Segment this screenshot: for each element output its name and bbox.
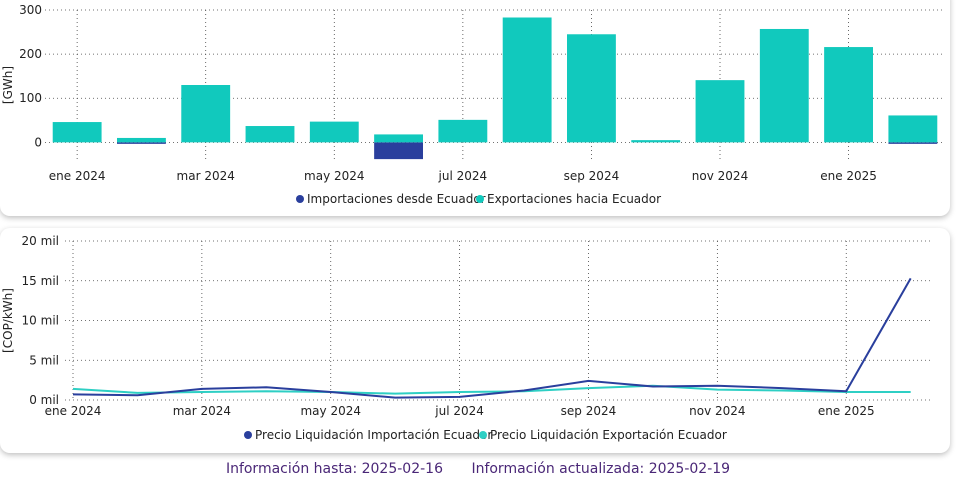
export-bar: [181, 85, 231, 143]
export-bar: [695, 80, 745, 143]
price-x-tick-label: jul 2024: [434, 404, 484, 418]
import-bar: [117, 142, 166, 144]
price-x-tick-label: mar 2024: [173, 404, 231, 418]
export-bar: [824, 47, 873, 143]
legend-import-marker: [296, 195, 304, 203]
export-bar: [631, 140, 681, 143]
price-x-tick-label: ene 2024: [45, 404, 102, 418]
export-bar: [245, 126, 295, 143]
export-bar: [374, 134, 423, 143]
export-bar: [52, 122, 102, 143]
price-x-tick-label: nov 2024: [689, 404, 745, 418]
export-bar: [759, 28, 809, 143]
export-bar: [502, 17, 552, 143]
price-y-axis-label: [COP/kWh]: [1, 288, 15, 353]
import-price-line: [72, 277, 912, 399]
export-bar: [888, 115, 938, 143]
price-y-tick-label: 15 mil: [22, 274, 59, 288]
info-actualizada-text: Información actualizada: 2025-02-19: [471, 461, 731, 477]
legend-export-price-marker: [479, 431, 487, 439]
price-x-tick-label: ene 2025: [818, 404, 875, 418]
bar-x-tick-label: jul 2024: [438, 169, 488, 183]
bar-y-tick-label: 100: [19, 91, 42, 105]
price-y-tick-label: 5 mil: [29, 353, 59, 367]
price-y-tick-label: 0 mil: [29, 393, 59, 407]
export-bar: [438, 119, 488, 143]
price-chart-card: [0, 228, 950, 453]
bar-x-tick-label: nov 2024: [692, 169, 748, 183]
bar-x-tick-label: may 2024: [304, 169, 365, 183]
export-price-line: [72, 384, 911, 395]
bar-x-tick-label: ene 2024: [49, 169, 106, 183]
price-y-tick-label: 20 mil: [22, 234, 59, 248]
export-bar: [567, 34, 616, 143]
import-bar: [888, 142, 938, 144]
bar-x-tick-label: mar 2024: [177, 169, 235, 183]
bar-y-tick-label: 300: [19, 3, 42, 17]
info-hasta-text: Información hasta: 2025-02-16: [225, 461, 443, 477]
bar-x-tick-label: ene 2025: [820, 169, 877, 183]
price-x-tick-label: sep 2024: [561, 404, 617, 418]
bar-y-axis-label: [GWh]: [1, 66, 15, 104]
legend-import-label: Importaciones desde Ecuador: [307, 192, 486, 206]
legend-export-label: Exportaciones hacia Ecuador: [487, 192, 661, 206]
bar-y-tick-label: 0: [34, 135, 42, 149]
footer: Información hasta: 2025-02-16 Informació…: [0, 461, 956, 477]
legend-import-price-marker: [244, 431, 252, 439]
bar-y-tick-label: 200: [19, 47, 42, 61]
legend-export-marker: [476, 195, 484, 203]
price-y-tick-label: 10 mil: [22, 314, 59, 328]
bar-x-tick-label: sep 2024: [564, 169, 620, 183]
price-x-tick-label: may 2024: [300, 404, 361, 418]
legend-import-price-label: Precio Liquidación Importación Ecuador: [255, 428, 492, 442]
export-bar: [309, 121, 359, 143]
export-bar: [117, 137, 166, 143]
import-bar: [374, 142, 423, 160]
legend-export-price-label: Precio Liquidación Exportación Ecuador: [490, 428, 727, 442]
